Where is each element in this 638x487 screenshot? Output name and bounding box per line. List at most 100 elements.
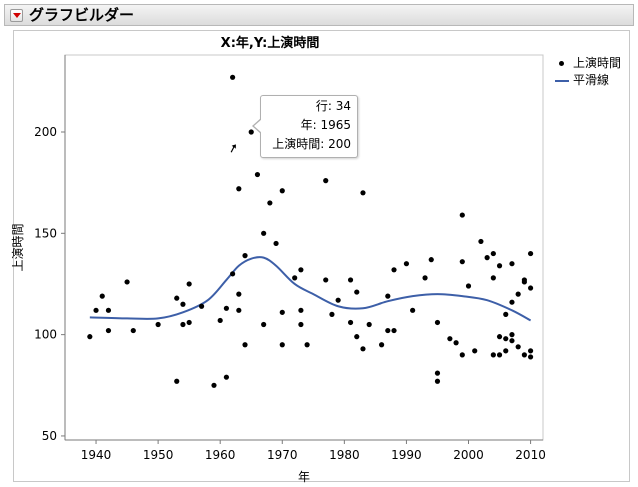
data-point[interactable] <box>434 370 441 376</box>
data-point[interactable] <box>279 342 285 348</box>
data-point[interactable] <box>292 275 298 281</box>
data-point[interactable] <box>509 332 515 338</box>
data-point[interactable] <box>490 275 496 281</box>
x-tick-label: 2010 <box>515 448 546 462</box>
data-point[interactable] <box>223 305 230 311</box>
data-point[interactable] <box>459 212 465 218</box>
data-point[interactable] <box>261 321 267 328</box>
data-point[interactable] <box>503 336 509 342</box>
data-point[interactable] <box>472 348 478 354</box>
data-point[interactable] <box>323 178 329 184</box>
data-point[interactable] <box>459 352 465 358</box>
y-tick-label: 200 <box>34 125 57 139</box>
data-point[interactable] <box>478 238 484 245</box>
data-point[interactable] <box>459 259 465 265</box>
data-point[interactable] <box>465 283 472 289</box>
legend-dot-icon <box>559 61 564 66</box>
data-point[interactable] <box>378 342 385 348</box>
data-point[interactable] <box>298 267 304 273</box>
data-point[interactable] <box>298 321 304 328</box>
data-point[interactable] <box>354 334 360 340</box>
data-point[interactable] <box>304 342 310 348</box>
data-point[interactable] <box>335 297 341 303</box>
legend-label-points: 上演時間 <box>573 56 622 70</box>
data-point[interactable] <box>180 321 186 328</box>
data-point[interactable] <box>527 250 534 257</box>
data-point[interactable] <box>509 299 515 305</box>
data-point[interactable] <box>236 291 242 297</box>
legend-item-smoother[interactable]: 平滑線 <box>555 72 621 89</box>
data-point[interactable] <box>267 200 273 206</box>
data-point[interactable] <box>347 277 354 283</box>
data-point[interactable] <box>180 301 186 307</box>
data-point[interactable] <box>354 289 360 295</box>
data-point[interactable] <box>279 309 285 315</box>
data-point[interactable] <box>509 338 515 344</box>
data-point[interactable] <box>496 334 503 340</box>
data-point[interactable] <box>515 291 521 297</box>
data-point[interactable] <box>527 285 534 291</box>
data-point[interactable] <box>261 230 267 236</box>
data-point[interactable] <box>410 307 416 313</box>
data-point[interactable] <box>105 307 112 313</box>
data-point[interactable] <box>279 188 285 194</box>
data-point[interactable] <box>329 311 335 317</box>
data-point[interactable] <box>186 319 192 326</box>
data-point[interactable] <box>490 352 496 358</box>
data-point[interactable] <box>130 327 136 334</box>
data-point[interactable] <box>490 250 496 257</box>
data-point[interactable] <box>360 190 366 196</box>
data-point[interactable] <box>273 240 279 247</box>
data-point[interactable] <box>515 344 521 350</box>
data-point[interactable] <box>242 342 248 348</box>
data-point[interactable] <box>174 295 180 301</box>
data-point[interactable] <box>527 354 534 360</box>
tooltip-year-value: 1965 <box>320 118 351 132</box>
data-point[interactable] <box>453 340 459 346</box>
data-point[interactable] <box>434 319 441 326</box>
data-point[interactable] <box>198 303 205 309</box>
data-point[interactable] <box>93 307 99 313</box>
data-point[interactable] <box>155 321 161 328</box>
data-point[interactable] <box>521 277 527 283</box>
data-point[interactable] <box>447 336 453 342</box>
data-point[interactable] <box>484 255 490 261</box>
data-point[interactable] <box>422 275 428 281</box>
data-point[interactable] <box>434 378 441 384</box>
data-point[interactable] <box>527 348 534 354</box>
data-point[interactable] <box>223 374 230 380</box>
data-point[interactable] <box>105 327 112 334</box>
data-point[interactable] <box>496 263 503 269</box>
data-point[interactable] <box>496 352 503 358</box>
data-point[interactable] <box>87 334 93 340</box>
data-point[interactable] <box>391 267 397 273</box>
data-point[interactable] <box>509 261 515 267</box>
data-point[interactable] <box>236 186 242 192</box>
data-point[interactable] <box>503 348 509 354</box>
data-point[interactable] <box>230 271 236 277</box>
data-point[interactable] <box>391 327 397 334</box>
data-point[interactable] <box>211 382 217 388</box>
data-point[interactable] <box>385 327 391 334</box>
data-point[interactable] <box>124 279 130 285</box>
data-point[interactable] <box>521 352 527 358</box>
data-point[interactable] <box>385 293 391 299</box>
data-point[interactable] <box>174 378 180 384</box>
data-point[interactable] <box>403 261 410 267</box>
data-point[interactable] <box>186 281 192 287</box>
data-point[interactable] <box>366 321 372 328</box>
data-point[interactable] <box>217 317 223 324</box>
red-triangle-menu-icon[interactable] <box>10 9 23 22</box>
data-point[interactable] <box>323 277 329 283</box>
data-point[interactable] <box>347 319 354 326</box>
legend-item-points[interactable]: 上演時間 <box>555 55 621 72</box>
data-point[interactable] <box>99 293 105 299</box>
data-point[interactable] <box>242 253 248 259</box>
data-point[interactable] <box>254 171 261 178</box>
data-point[interactable] <box>360 346 366 352</box>
data-point[interactable] <box>428 257 434 263</box>
data-point[interactable] <box>230 74 236 80</box>
data-point[interactable] <box>236 307 242 313</box>
data-point[interactable] <box>298 307 304 313</box>
data-point[interactable] <box>503 311 509 317</box>
